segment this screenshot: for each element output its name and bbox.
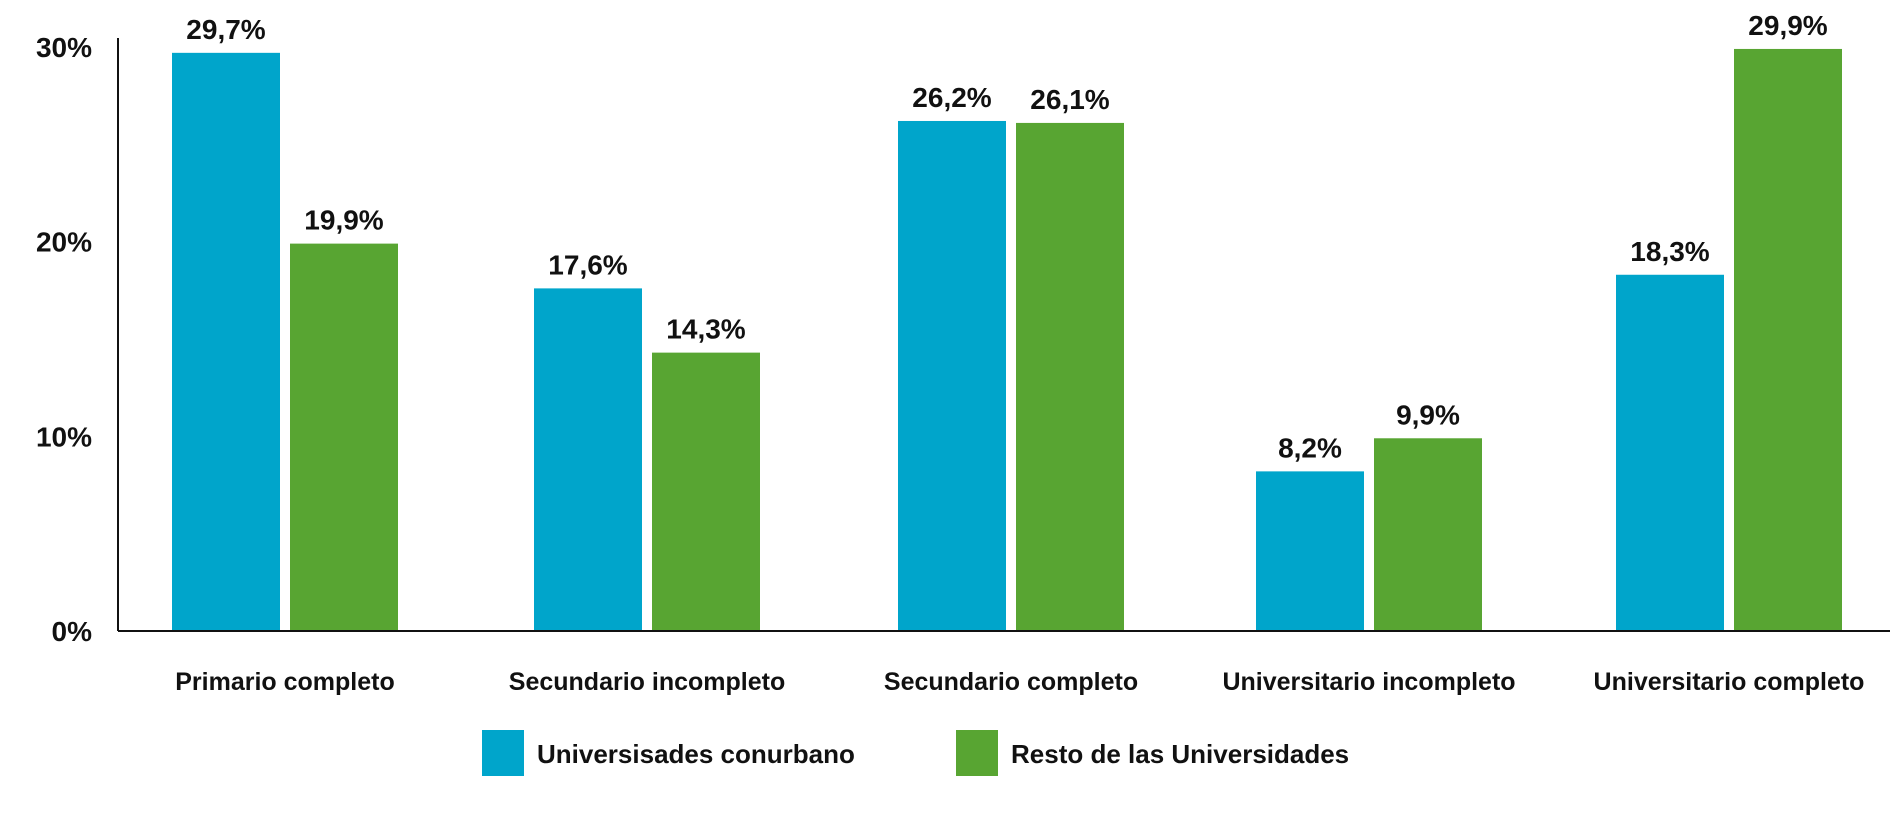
legend-swatch bbox=[956, 730, 998, 776]
legend-label: Universisades conurbano bbox=[537, 739, 855, 769]
data-label: 29,7% bbox=[186, 14, 265, 45]
data-label: 14,3% bbox=[666, 314, 745, 345]
y-tick-label: 0% bbox=[52, 616, 93, 647]
data-label: 18,3% bbox=[1630, 236, 1709, 267]
legend-swatch bbox=[482, 730, 524, 776]
data-label: 19,9% bbox=[304, 205, 383, 236]
x-tick-label: Universitario incompleto bbox=[1222, 668, 1515, 696]
bar-conurbano bbox=[1616, 274, 1724, 631]
y-tick-label: 10% bbox=[36, 421, 92, 452]
bars: 29,7% 19,9% 17,6% 14,3% 26,2% 26,1% 8,2% 9,9% 18… bbox=[172, 10, 1842, 632]
y-axis-ticks: 0% 10% 20% 30% bbox=[36, 32, 92, 647]
data-label: 29,9% bbox=[1748, 10, 1827, 41]
bar-conurbano bbox=[1256, 471, 1364, 631]
data-label: 8,2% bbox=[1278, 432, 1342, 463]
x-axis-labels: Primario completo Secundario incompleto Se… bbox=[175, 668, 1864, 696]
legend-label: Resto de las Universidades bbox=[1011, 739, 1349, 769]
bar-resto bbox=[1374, 438, 1482, 631]
bar-resto bbox=[652, 352, 760, 631]
y-tick-label: 30% bbox=[36, 32, 92, 63]
x-tick-label: Secundario incompleto bbox=[509, 668, 785, 696]
x-tick-label: Universitario completo bbox=[1594, 668, 1865, 696]
data-label: 17,6% bbox=[548, 249, 627, 280]
bar-resto bbox=[290, 243, 398, 631]
data-label: 9,9% bbox=[1396, 399, 1460, 430]
x-tick-label: Secundario completo bbox=[884, 668, 1138, 696]
bar-conurbano bbox=[172, 52, 280, 631]
x-tick-label: Primario completo bbox=[175, 668, 395, 696]
bar-resto bbox=[1734, 48, 1842, 632]
bar-conurbano bbox=[534, 288, 642, 631]
data-label: 26,2% bbox=[912, 82, 991, 113]
y-tick-label: 20% bbox=[36, 227, 92, 258]
bar-conurbano bbox=[898, 120, 1006, 632]
data-label: 26,1% bbox=[1030, 84, 1109, 115]
bar-resto bbox=[1016, 122, 1124, 632]
legend: Universisades conurbano Resto de las Univ… bbox=[482, 730, 1349, 776]
